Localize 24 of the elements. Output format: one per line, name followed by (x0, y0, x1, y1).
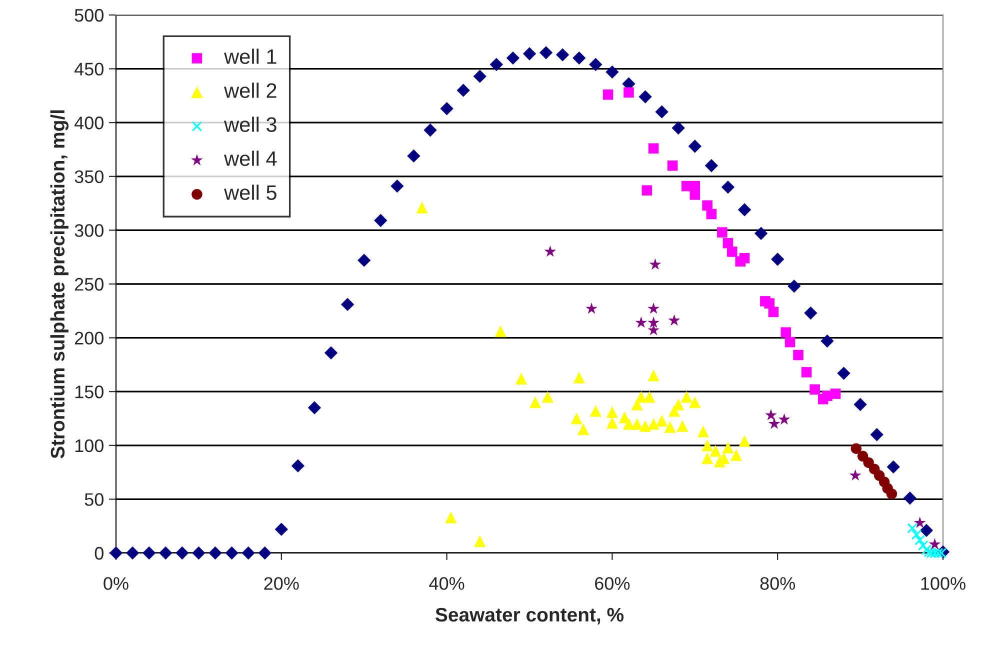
y-tick-label: 350 (74, 170, 104, 184)
y-tick-label: 250 (74, 278, 104, 291)
legend-label: well 2 (224, 82, 276, 98)
y-tick-label: 300 (74, 224, 104, 237)
legend-label: well 1 (224, 48, 276, 64)
legend-label: well 5 (224, 184, 276, 200)
y-axis-title: Strontium sulphate precipitation, mg/l (50, 110, 69, 458)
x-tick-label: 40% (429, 577, 464, 590)
x-axis-title: Seawater content, % (436, 608, 624, 624)
y-tick-label: 100 (75, 439, 104, 452)
y-tick-label: 450 (74, 62, 104, 76)
x-tick-label: 100% (921, 577, 966, 590)
y-tick-label: 0 (94, 546, 104, 560)
legend-label: well 3 (224, 116, 276, 132)
y-tick-label: 50 (84, 493, 104, 506)
y-tick-label: 200 (74, 332, 104, 345)
y-tick-label: 150 (75, 386, 104, 398)
y-tick-label: 400 (74, 116, 104, 130)
legend-label: well 4 (224, 150, 277, 166)
y-tick-label: 500 (74, 8, 104, 22)
x-tick-label: 80% (760, 577, 796, 590)
x-tick-label: 60% (595, 577, 630, 590)
x-tick-label: 0% (104, 577, 128, 590)
x-tick-label: 20% (264, 577, 299, 590)
